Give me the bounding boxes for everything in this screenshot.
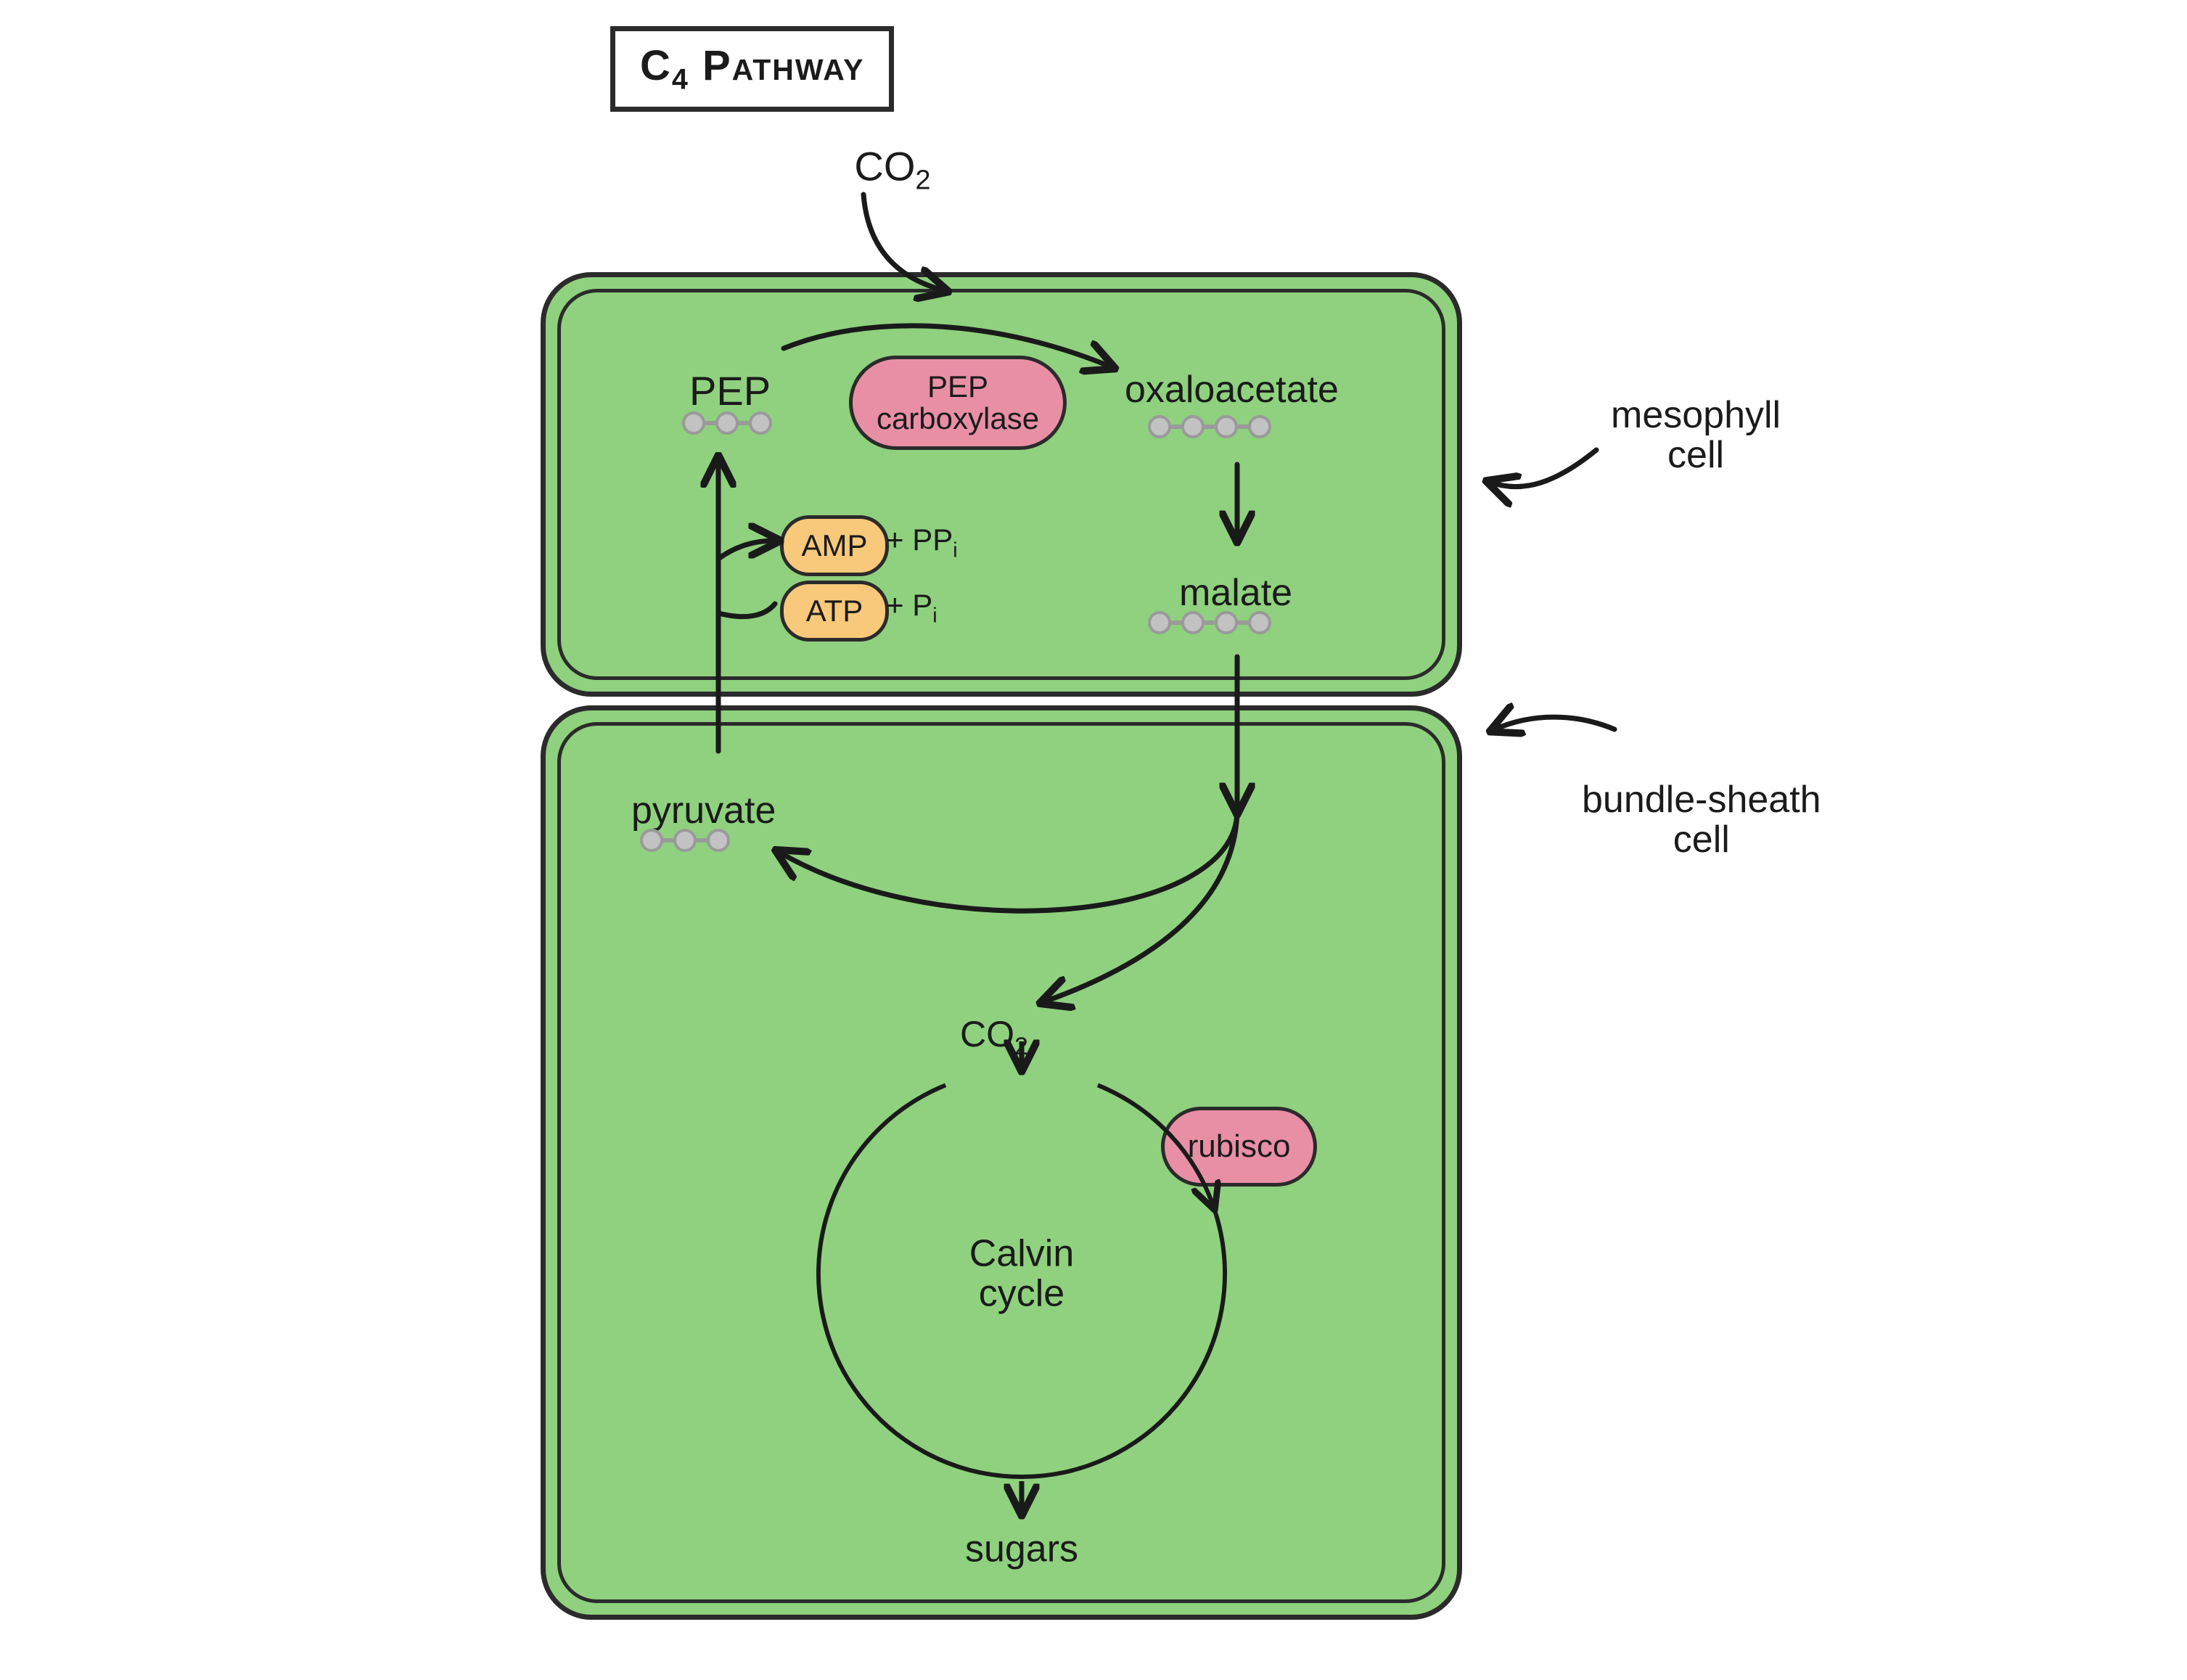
oxaloacetate-molecule bbox=[1146, 414, 1273, 440]
mesophyll-cell-label: mesophyllcell bbox=[1611, 396, 1781, 475]
atp-chip: ATP bbox=[780, 581, 889, 642]
pep-carboxylase-label: PEPcarboxylase bbox=[877, 371, 1039, 435]
title-box: C4 Pathway bbox=[610, 26, 894, 112]
title-rest: Pathway bbox=[689, 42, 865, 89]
pep-molecule bbox=[681, 410, 774, 436]
amp-chip-label: AMP bbox=[801, 528, 867, 563]
malate-molecule bbox=[1146, 610, 1273, 636]
oxaloacetate-label: oxaloacetate bbox=[1125, 370, 1339, 410]
bundle-sheath-cell-label: bundle-sheathcell bbox=[1582, 780, 1821, 859]
title-text: C4 Pathway bbox=[640, 42, 864, 89]
co2-top-label: CO2 bbox=[854, 145, 930, 195]
title-sub: 4 bbox=[672, 64, 689, 96]
calvin-cycle-label: Calvincycle bbox=[969, 1234, 1075, 1313]
sugars-label: sugars bbox=[965, 1530, 1078, 1570]
rubisco-enzyme: rubisco bbox=[1161, 1107, 1317, 1187]
malate-label: malate bbox=[1179, 573, 1292, 613]
arrow-bundle-sheath-pointer bbox=[1495, 717, 1614, 729]
mesophyll-cell-inner bbox=[557, 289, 1445, 680]
pep-carboxylase-enzyme: PEPcarboxylase bbox=[849, 356, 1067, 450]
mesophyll-cell bbox=[541, 272, 1462, 697]
atp-chip-suffix: + Pi bbox=[886, 589, 937, 626]
co2-mid-label: CO2 bbox=[960, 1015, 1028, 1060]
amp-chip-suffix: + PPi bbox=[886, 524, 958, 561]
arrow-mesophyll-pointer bbox=[1491, 450, 1596, 487]
rubisco-label: rubisco bbox=[1188, 1130, 1291, 1163]
pep-label: PEP bbox=[689, 370, 771, 413]
title-main: C bbox=[640, 42, 672, 89]
atp-chip-label: ATP bbox=[806, 594, 863, 628]
pyruvate-label: pyruvate bbox=[631, 791, 776, 831]
pyruvate-molecule bbox=[639, 827, 731, 853]
amp-chip: AMP bbox=[780, 515, 889, 576]
